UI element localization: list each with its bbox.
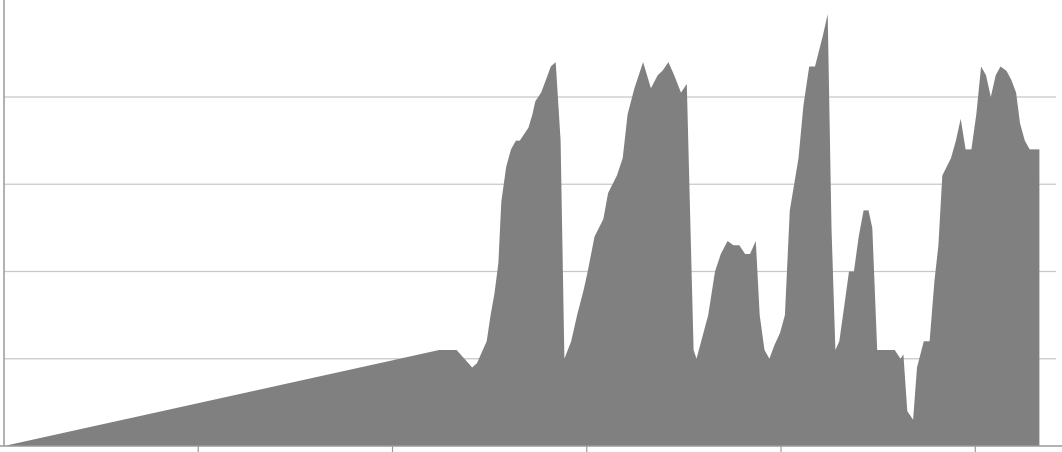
area-series-path [4,14,1040,446]
area-series [4,14,1040,446]
